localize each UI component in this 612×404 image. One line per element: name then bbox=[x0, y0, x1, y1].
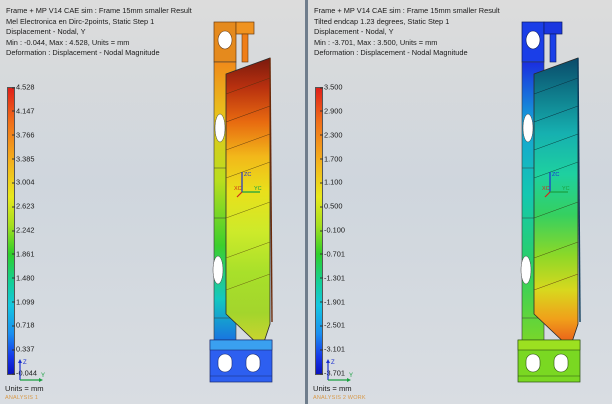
legend-ticks: 3.500 2.900 2.300 1.700 1.100 0.500 -0.1… bbox=[320, 82, 372, 378]
triad-z-label: Z bbox=[23, 360, 27, 366]
header-line: Frame + MP V14 CAE sim : Frame 15mm smal… bbox=[314, 6, 500, 15]
units-label: Units = mm bbox=[313, 384, 352, 393]
legend-tick-label: 1.861 bbox=[12, 249, 35, 259]
fea-model-left[interactable] bbox=[206, 18, 302, 384]
legend-tick-label: -3.101 bbox=[320, 344, 345, 354]
legend-tick-label: -2.501 bbox=[320, 320, 345, 330]
legend-tick-label: 2.900 bbox=[320, 106, 343, 116]
fea-model-right[interactable] bbox=[514, 18, 610, 384]
color-bar bbox=[7, 87, 15, 375]
legend-tick-label: -0.701 bbox=[320, 249, 345, 259]
result-header-left: Frame + MP V14 CAE sim : Frame 15mm smal… bbox=[6, 6, 192, 59]
triad-y-label: Y bbox=[41, 373, 45, 379]
legend-tick-label: 3.004 bbox=[12, 177, 35, 187]
header-line: Tilted endcap 1.23 degrees, Static Step … bbox=[314, 16, 450, 26]
legend-tick-label: -1.901 bbox=[320, 297, 345, 306]
legend-ticks: 4.528 4.147 3.766 3.385 3.004 2.623 2.24… bbox=[12, 82, 64, 378]
color-legend-left: 4.528 4.147 3.766 3.385 3.004 2.623 2.24… bbox=[4, 82, 64, 378]
legend-tick-label: 2.623 bbox=[12, 201, 35, 211]
legend-tick-label: 2.242 bbox=[12, 225, 35, 235]
csys-y-label: YC bbox=[254, 186, 262, 192]
color-legend-right: 3.500 2.900 2.300 1.700 1.100 0.500 -0.1… bbox=[312, 82, 372, 378]
csys-z-label: ZC bbox=[244, 172, 251, 178]
csys-axes-icon: ZC XC YC bbox=[542, 172, 570, 198]
header-line: Deformation : Displacement - Nodal Magni… bbox=[6, 48, 160, 58]
legend-tick-label: 1.700 bbox=[320, 154, 343, 163]
triad-y-label: Y bbox=[349, 373, 353, 379]
header-line: Displacement - Nodal, Y bbox=[314, 27, 394, 37]
legend-tick-label: 0.337 bbox=[12, 344, 35, 354]
legend-tick-label: -0.044 bbox=[12, 368, 37, 378]
legend-tick-label: -0.100 bbox=[320, 225, 345, 235]
csys-z-label: ZC bbox=[552, 172, 559, 178]
analysis-label: ANALYSIS 1 bbox=[5, 395, 39, 401]
legend-tick-label: 0.500 bbox=[320, 201, 343, 211]
units-label: Units = mm bbox=[5, 384, 44, 393]
legend-tick-label: -3.701 bbox=[320, 368, 345, 378]
header-line: Min : -0.044, Max : 4.528, Units = mm bbox=[6, 37, 130, 47]
header-line: Min : -3.701, Max : 3.500, Units = mm bbox=[314, 37, 438, 47]
header-line: Displacement - Nodal, Y bbox=[6, 27, 86, 37]
csys-x-label: XC bbox=[234, 186, 242, 192]
header-line: Frame + MP V14 CAE sim : Frame 15mm smal… bbox=[6, 6, 192, 15]
legend-tick-label: 4.528 bbox=[12, 82, 35, 92]
header-line: Deformation : Displacement - Nodal Magni… bbox=[314, 48, 468, 58]
legend-tick-label: 1.100 bbox=[320, 177, 343, 187]
legend-tick-label: 1.480 bbox=[12, 273, 35, 283]
csys-x-label: XC bbox=[542, 186, 550, 192]
csys-y-label: YC bbox=[562, 186, 570, 192]
viewport-divider[interactable] bbox=[305, 0, 308, 404]
csys-axes-icon: ZC XC YC bbox=[234, 172, 262, 198]
legend-tick-label: 0.718 bbox=[12, 320, 35, 330]
legend-tick-label: 1.099 bbox=[12, 297, 35, 306]
legend-tick-label: 2.300 bbox=[320, 130, 343, 140]
legend-tick-label: 3.385 bbox=[12, 154, 35, 163]
header-line: Mel Electronica en Dirc-2points, Static … bbox=[6, 16, 155, 26]
legend-tick-label: -1.301 bbox=[320, 273, 345, 283]
wcs-triad-icon: Z Y bbox=[326, 359, 353, 382]
triad-z-label: Z bbox=[331, 360, 335, 366]
analysis-label: ANALYSIS 2 WORK bbox=[313, 395, 366, 401]
result-header-right: Frame + MP V14 CAE sim : Frame 15mm smal… bbox=[314, 6, 500, 59]
legend-tick-label: 3.766 bbox=[12, 130, 35, 140]
legend-tick-label: 4.147 bbox=[12, 106, 35, 116]
color-bar bbox=[315, 87, 323, 375]
wcs-triad-icon: Z Y bbox=[18, 359, 45, 382]
legend-tick-label: 3.500 bbox=[320, 82, 343, 92]
